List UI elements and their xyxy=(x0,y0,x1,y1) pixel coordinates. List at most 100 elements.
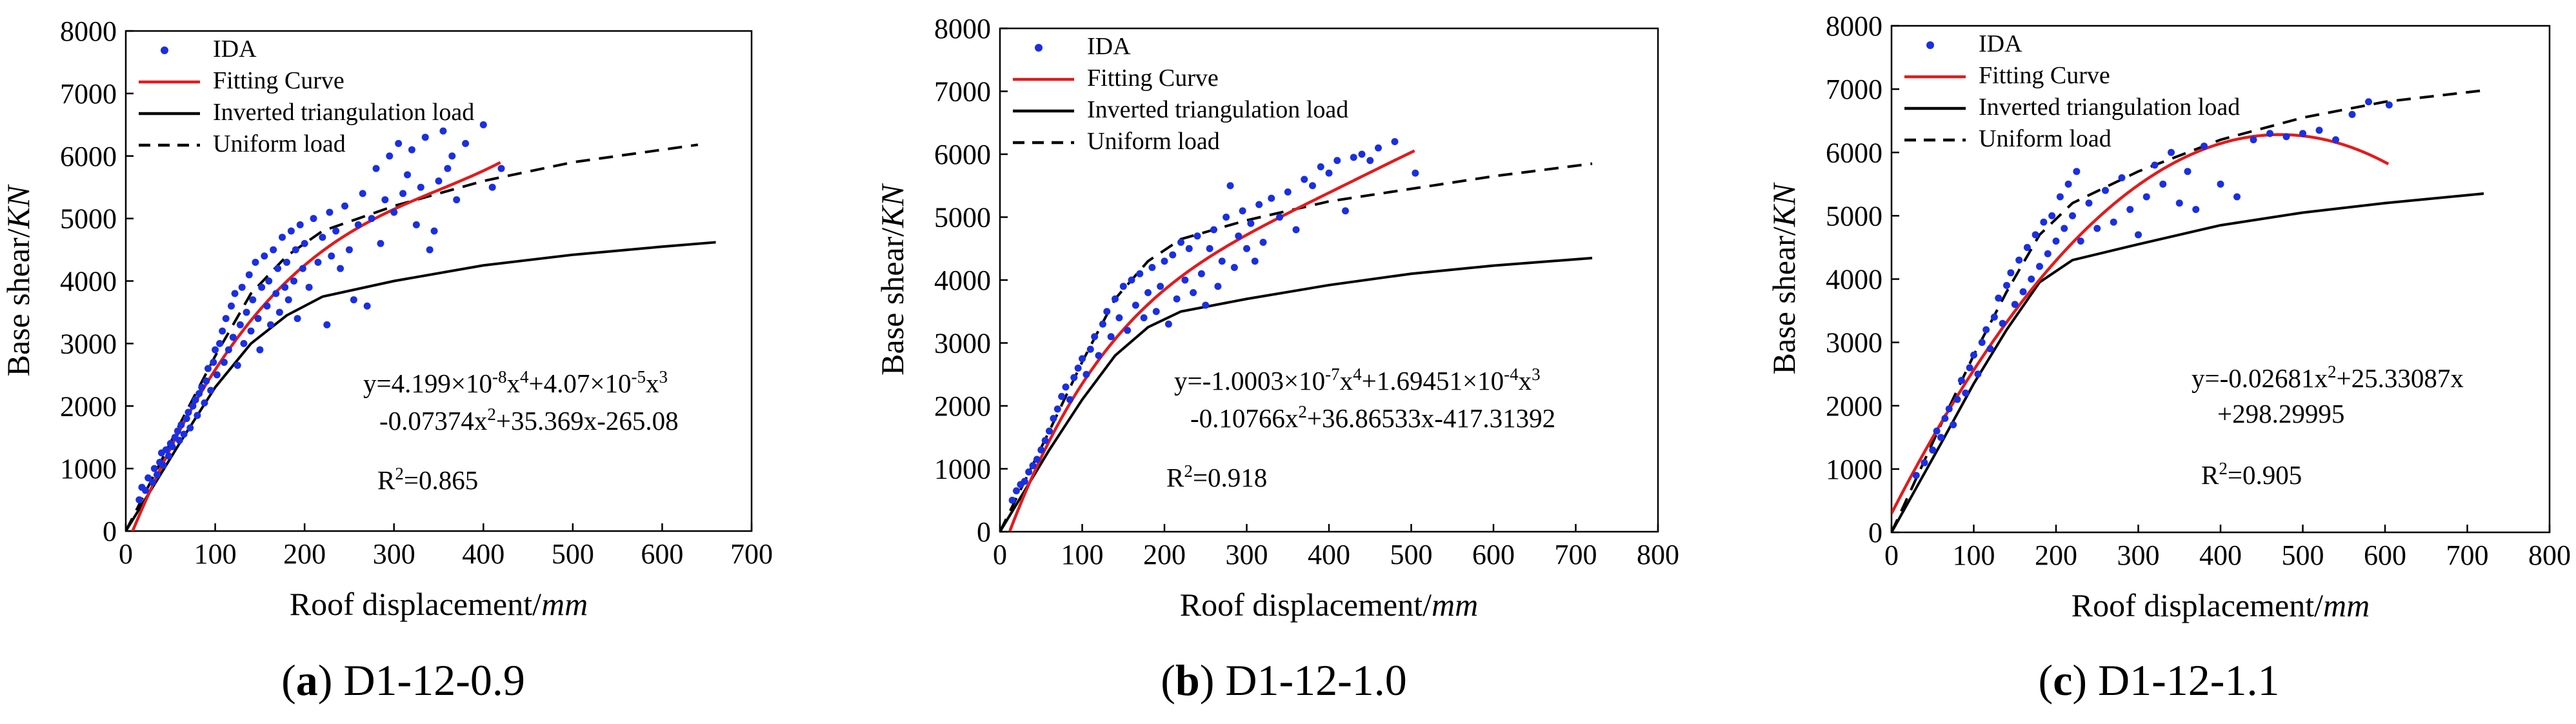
x-tick-label: 0 xyxy=(993,539,1007,570)
legend-label: IDA xyxy=(1979,30,2022,57)
ida-point xyxy=(395,139,403,147)
ida-point xyxy=(265,277,273,285)
ida-point xyxy=(381,196,389,204)
ida-point xyxy=(2168,148,2175,156)
ida-point xyxy=(1970,351,1977,359)
ida-point xyxy=(1041,437,1049,445)
ida-point xyxy=(2040,218,2048,226)
ida-point xyxy=(1309,182,1316,190)
ida-point xyxy=(1223,214,1230,221)
r-squared-label: R2=0.905 xyxy=(2201,459,2302,490)
ida-point xyxy=(2110,218,2117,226)
ida-point xyxy=(305,283,313,291)
y-tick-label: 3000 xyxy=(934,328,991,359)
legend-label: Uniform load xyxy=(1087,128,1220,155)
ida-point xyxy=(1990,313,1998,321)
ida-point xyxy=(354,221,362,228)
ida-point xyxy=(225,346,232,354)
ida-point xyxy=(1161,257,1168,265)
ida-point xyxy=(1095,352,1103,359)
ida-point xyxy=(2365,98,2372,106)
ida-point xyxy=(2332,136,2339,144)
chart-panel-a: 0 100 200 300 400 500 600 700 0 1000 2000 3000 4000 5… xyxy=(0,0,806,724)
fit-equation-line2: +298.29995 xyxy=(2217,399,2344,428)
ida-point xyxy=(2118,174,2126,181)
r-squared-label: R2=0.865 xyxy=(377,464,478,495)
ida-point xyxy=(2126,206,2134,214)
ida-point xyxy=(1132,301,1139,309)
ida-point xyxy=(195,390,203,397)
ida-point xyxy=(497,165,505,172)
ida-point xyxy=(2056,193,2064,201)
ida-point xyxy=(1058,392,1066,400)
y-tick-label: 0 xyxy=(1868,517,1882,548)
ida-point xyxy=(150,465,158,472)
ida-point xyxy=(1412,169,1419,177)
x-tick-label: 500 xyxy=(1390,539,1433,570)
x-tick-label: 400 xyxy=(2199,539,2242,571)
ida-point xyxy=(2036,263,2043,270)
ida-point xyxy=(1050,415,1057,422)
y-tick-label: 5000 xyxy=(1826,200,1882,232)
ida-point xyxy=(310,215,317,223)
ida-point xyxy=(2019,288,2027,296)
ida-point xyxy=(479,121,487,128)
legend-label: Uniform load xyxy=(213,130,346,157)
ida-point xyxy=(245,271,253,279)
ida-point xyxy=(1941,414,1949,422)
ida-point xyxy=(294,315,301,323)
ida-point xyxy=(1333,157,1341,165)
ida-point xyxy=(439,127,447,135)
series-line-uniform xyxy=(126,143,699,531)
ida-point xyxy=(462,139,470,147)
ida-point xyxy=(270,246,277,254)
ida-point xyxy=(1008,496,1016,504)
y-tick-label: 6000 xyxy=(1826,137,1882,168)
ida-point xyxy=(2266,130,2273,137)
ida-point xyxy=(285,296,292,304)
ida-point xyxy=(1025,468,1033,476)
ida-point xyxy=(2348,110,2356,118)
ida-point xyxy=(2175,199,2183,207)
ida-point xyxy=(1247,219,1255,227)
ida-point xyxy=(2011,301,2019,308)
x-axis-title: Roof displacement/mm xyxy=(1180,587,1478,623)
y-tick-label: 6000 xyxy=(60,141,117,172)
caption-a: (a) D1-12-0.9 xyxy=(281,656,525,705)
ida-point xyxy=(1962,389,1970,397)
ida-point xyxy=(1046,427,1053,435)
y-tick-label: 1000 xyxy=(60,453,117,485)
ida-point xyxy=(2201,142,2208,150)
legend-marker-ida xyxy=(161,46,168,54)
ida-point xyxy=(1086,345,1094,353)
y-tick-label: 7000 xyxy=(934,76,991,108)
ida-point xyxy=(1953,396,1961,403)
y-tick-label: 0 xyxy=(103,516,117,547)
ida-point xyxy=(1107,333,1115,341)
fit-equation-line2: -0.07374x2+35.369x-265.08 xyxy=(379,405,679,436)
ida-point xyxy=(1115,314,1123,321)
ida-point xyxy=(1119,283,1127,290)
ida-point xyxy=(1978,339,1986,347)
y-axis-title: Base shear/KN xyxy=(1766,182,1802,374)
plot-area-a xyxy=(126,121,716,531)
fit-equation-line1: y=4.199×10-8x4+4.07×10-5x3 xyxy=(363,367,668,398)
ida-point xyxy=(337,265,344,272)
ida-point xyxy=(1021,478,1028,485)
ida-point xyxy=(350,296,357,304)
ida-point xyxy=(177,421,185,428)
ida-point xyxy=(207,387,215,394)
fit-equation-line1: y=-0.02681x2+25.33087x xyxy=(2192,362,2464,393)
ida-point xyxy=(189,402,197,410)
ida-point xyxy=(175,437,183,445)
series-line-inverted-triangulation xyxy=(126,241,716,531)
ida-point xyxy=(1136,270,1144,277)
ida-point xyxy=(1268,194,1275,202)
ida-point xyxy=(326,208,334,216)
ida-point xyxy=(332,227,340,235)
ida-point xyxy=(236,321,244,328)
fit-equation-line1: y=-1.0003×10-7x4+1.69451×10-4x3 xyxy=(1174,365,1541,396)
x-tick-label: 800 xyxy=(1637,539,1679,570)
ida-point xyxy=(1235,232,1243,240)
ida-point xyxy=(363,302,371,310)
